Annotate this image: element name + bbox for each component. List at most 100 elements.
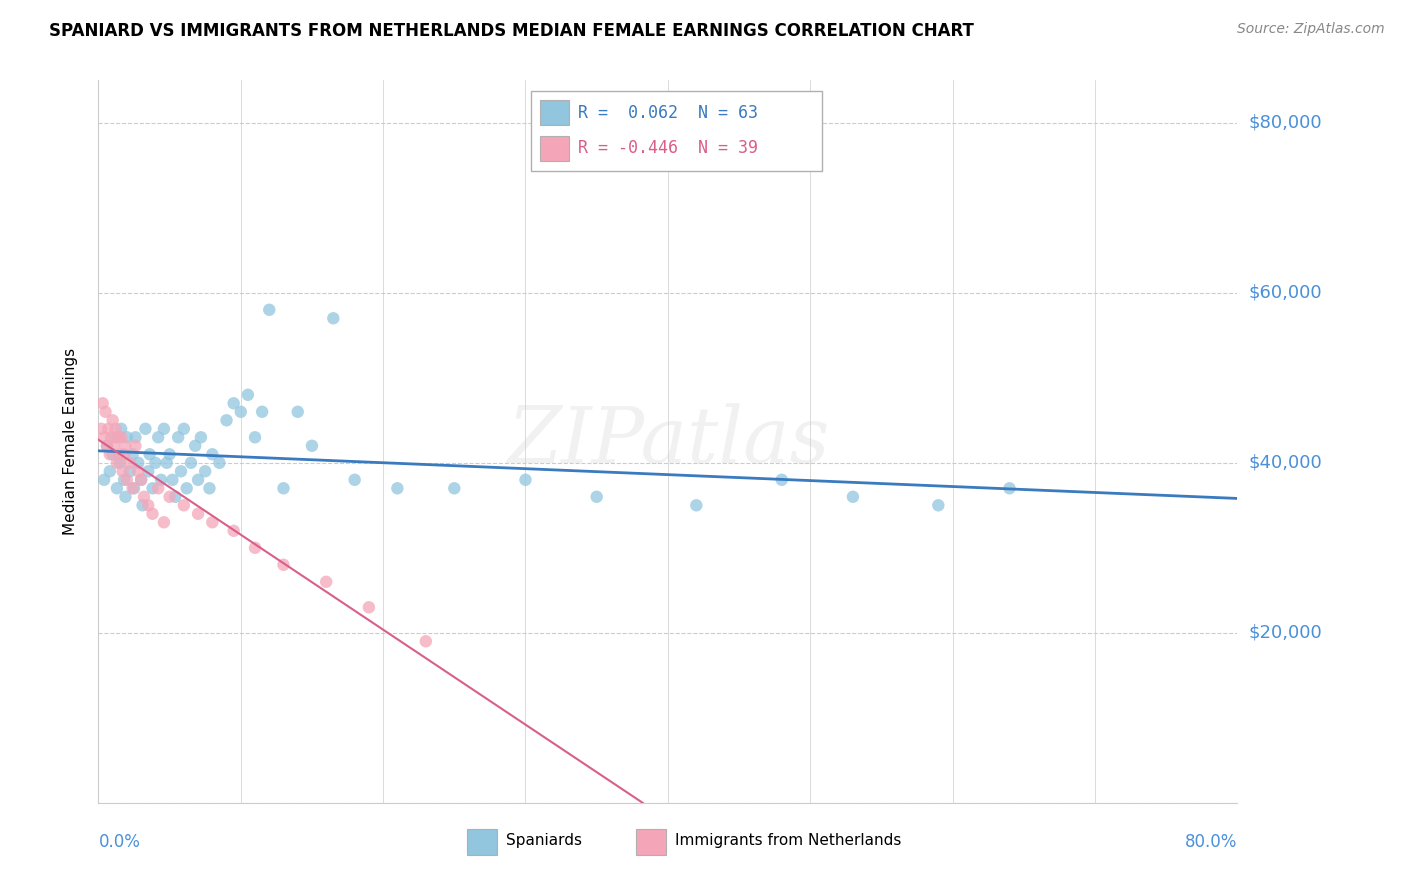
Point [153,516,176,530]
Point [159,447,181,461]
Point [124,439,146,453]
Point [93,430,115,444]
Point [108,447,131,461]
Point [93,473,115,487]
Point [136,464,159,478]
Point [96,439,118,453]
Point [127,456,149,470]
Point [115,473,138,487]
Point [90,422,112,436]
Point [105,481,128,495]
Point [127,464,149,478]
Point [415,634,437,648]
Point [187,473,209,487]
Point [118,456,141,470]
Point [141,481,163,495]
Point [108,456,131,470]
Point [187,507,209,521]
Point [148,481,170,495]
Point [114,439,136,453]
Point [132,490,155,504]
Point [114,490,136,504]
Point [138,447,160,461]
Point [208,456,231,470]
Text: 80.0%: 80.0% [1185,833,1237,851]
Point [194,464,217,478]
Point [115,430,138,444]
Point [131,498,153,512]
Point [107,430,129,444]
Point [167,430,190,444]
Point [110,430,132,444]
Point [173,422,195,436]
Text: $80,000: $80,000 [1249,114,1322,132]
Point [173,498,195,512]
Point [98,447,121,461]
Point [141,507,163,521]
Point [104,422,127,436]
Point [136,498,159,512]
Point [229,405,252,419]
Point [215,413,238,427]
Point [112,473,135,487]
Point [184,439,207,453]
Point [685,498,707,512]
Point [145,456,167,470]
Point [118,464,141,478]
Point [998,481,1021,495]
Text: ZIPatlas: ZIPatlas [506,403,830,480]
Point [357,600,380,615]
Text: $40,000: $40,000 [1249,454,1322,472]
Point [170,464,193,478]
Point [222,396,245,410]
Point [201,516,224,530]
Point [100,430,122,444]
Point [770,473,793,487]
Point [322,311,344,326]
Point [259,302,281,317]
Point [927,498,949,512]
Point [101,413,124,427]
Point [134,422,156,436]
Text: SPANIARD VS IMMIGRANTS FROM NETHERLANDS MEDIAN FEMALE EARNINGS CORRELATION CHART: SPANIARD VS IMMIGRANTS FROM NETHERLANDS … [49,22,974,40]
Point [201,447,224,461]
Point [150,473,173,487]
Point [387,481,409,495]
Point [129,473,152,487]
Point [162,473,184,487]
Point [96,439,118,453]
Point [129,473,152,487]
Point [190,430,212,444]
Point [243,541,266,555]
Point [122,481,145,495]
Point [250,405,273,419]
Point [101,447,124,461]
Point [273,558,295,572]
Point [105,456,128,470]
Y-axis label: Median Female Earnings: Median Female Earnings [63,348,77,535]
Point [153,422,176,436]
Point [156,456,179,470]
Point [112,447,135,461]
Point [315,574,337,589]
Point [159,490,181,504]
Point [124,430,146,444]
Text: $60,000: $60,000 [1249,284,1322,301]
Point [585,490,607,504]
Point [443,481,465,495]
Point [165,490,187,504]
Point [148,430,170,444]
Point [91,396,114,410]
Point [198,481,221,495]
Point [273,481,295,495]
Point [287,405,309,419]
Text: 0.0%: 0.0% [98,833,141,851]
Point [176,481,198,495]
Point [103,439,125,453]
Point [121,447,143,461]
Point [121,481,143,495]
Text: $20,000: $20,000 [1249,624,1322,642]
Point [243,430,266,444]
Point [94,405,117,419]
Point [236,388,259,402]
